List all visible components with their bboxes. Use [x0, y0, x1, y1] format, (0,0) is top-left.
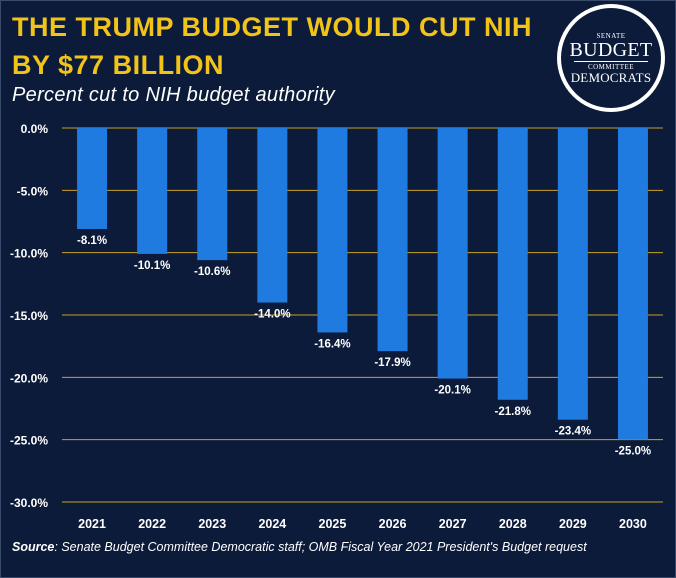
bar	[137, 128, 168, 254]
x-tick-label: 2027	[439, 517, 467, 531]
data-label: -10.6%	[194, 266, 230, 278]
x-tick-label: 2025	[319, 517, 347, 531]
senate-budget-democrats-logo: SENATE BUDGET COMMITTEE DEMOCRATS	[557, 4, 665, 112]
y-tick-label: -5.0%	[17, 184, 49, 198]
y-tick-label: -25.0%	[10, 434, 48, 448]
y-tick-label: -10.0%	[10, 247, 48, 261]
data-label: -23.4%	[555, 426, 591, 438]
data-label: -25.0%	[615, 446, 651, 458]
x-tick-label: 2030	[619, 517, 647, 531]
bar	[497, 128, 528, 400]
logo-line-budget: BUDGET	[569, 38, 653, 61]
x-tick-label: 2029	[559, 517, 587, 531]
bar	[377, 128, 408, 352]
data-label: -16.4%	[314, 338, 350, 350]
x-tick-label: 2021	[78, 517, 106, 531]
bar	[557, 128, 588, 420]
x-tick-label: 2022	[138, 517, 166, 531]
data-label: -20.1%	[434, 385, 470, 397]
source-label: Source	[12, 540, 55, 554]
logo-line-senate: SENATE	[596, 31, 626, 40]
x-tick-label: 2028	[499, 517, 527, 531]
y-tick-label: -20.0%	[10, 371, 48, 385]
bar	[617, 128, 648, 440]
bar	[77, 128, 108, 229]
logo-line-democrats: DEMOCRATS	[570, 69, 652, 85]
chart-subtitle: Percent cut to NIH budget authority	[12, 84, 335, 106]
bar	[257, 128, 288, 303]
x-tick-label: 2024	[258, 517, 286, 531]
y-tick-label: -15.0%	[10, 309, 48, 323]
logo-seal: SENATE BUDGET COMMITTEE DEMOCRATS	[561, 8, 661, 108]
data-label: -17.9%	[374, 357, 410, 369]
logo-line-committee: COMMITTEE	[587, 62, 635, 71]
chart-title: THE TRUMP BUDGET WOULD CUT NIH BY $77 BI…	[12, 12, 532, 80]
logo-divider	[574, 60, 648, 62]
source-text: : Senate Budget Committee Democratic sta…	[54, 540, 587, 554]
x-tick-label: 2026	[379, 517, 407, 531]
data-label: -21.8%	[495, 406, 531, 418]
y-tick-label: -30.0%	[10, 496, 48, 510]
y-tick-label: 0.0%	[21, 122, 49, 136]
x-tick-label: 2023	[198, 517, 226, 531]
data-label: -10.1%	[134, 260, 170, 272]
source-note: Source: Senate Budget Committee Democrat…	[12, 539, 662, 555]
data-label: -8.1%	[77, 235, 107, 247]
bar	[317, 128, 348, 333]
bar	[197, 128, 228, 261]
bar	[437, 128, 468, 379]
data-label: -14.0%	[254, 309, 290, 321]
